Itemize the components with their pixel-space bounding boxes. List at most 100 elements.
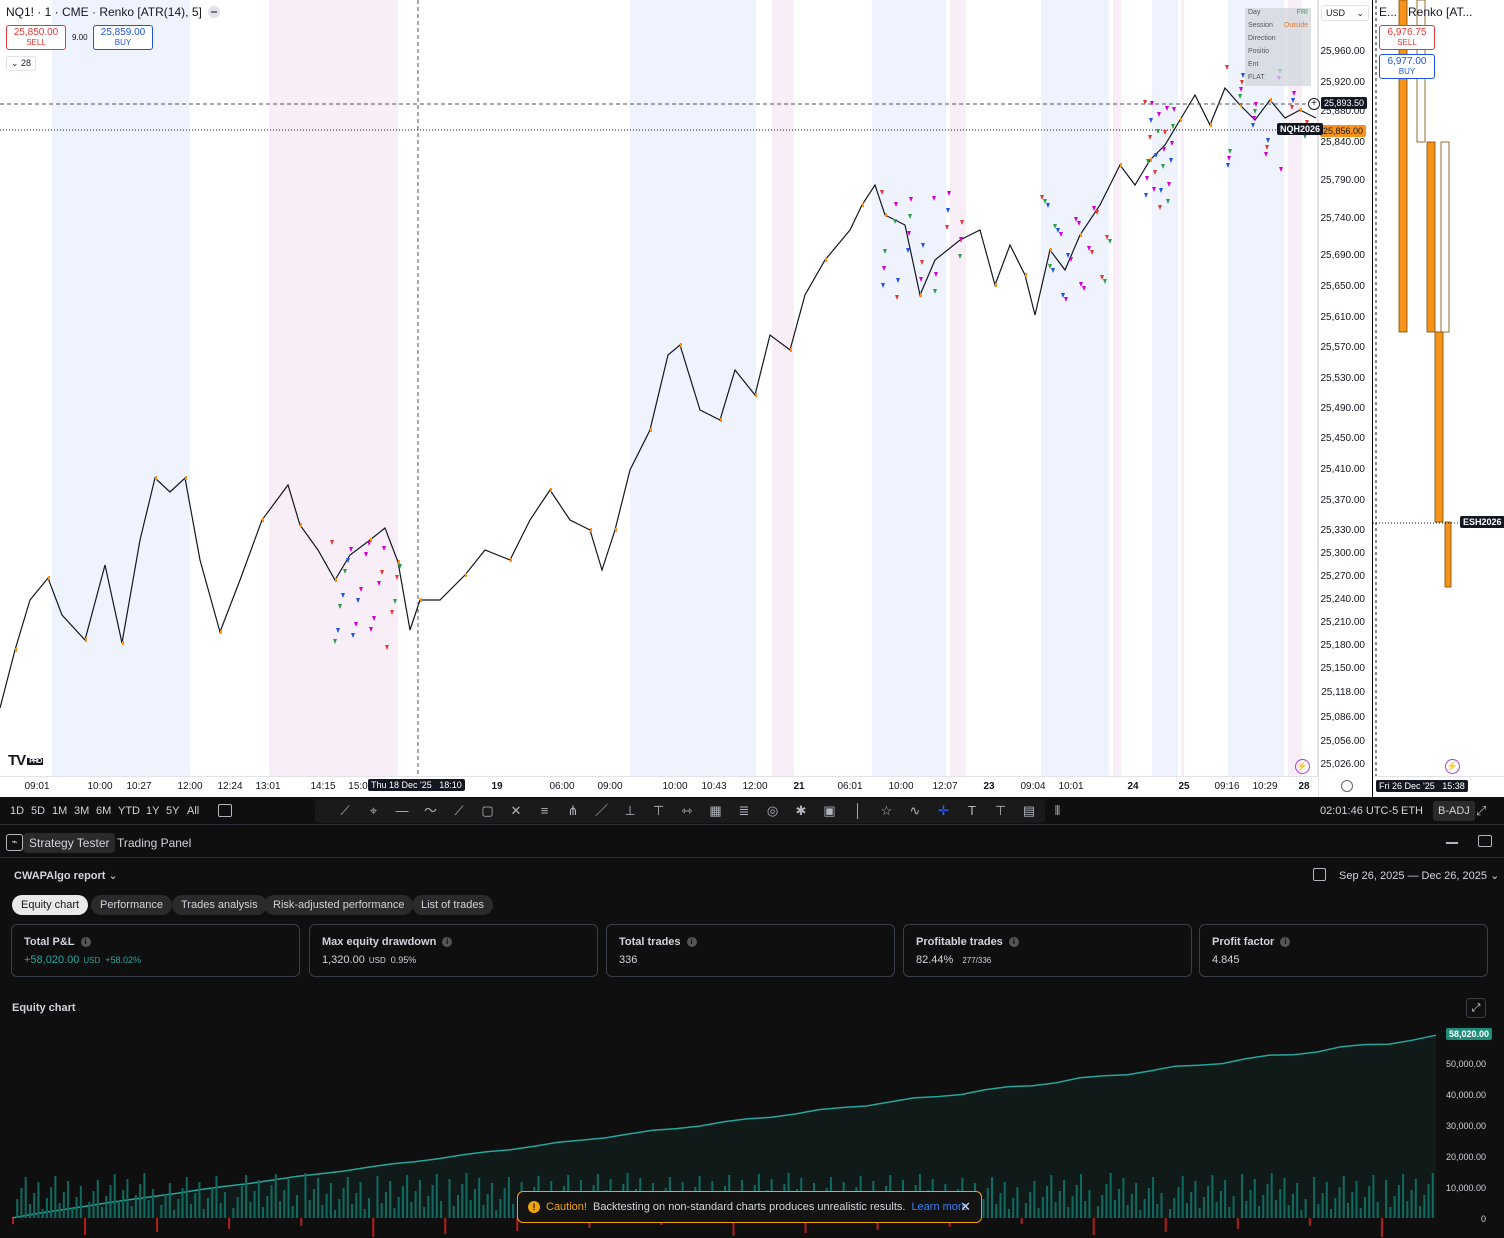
date-range-select[interactable]: Sep 26, 2025 — Dec 26, 2025 ⌄ [1339, 869, 1499, 882]
learn-more-link[interactable]: Learn more [911, 1201, 968, 1213]
text-icon[interactable]: T [968, 803, 976, 818]
time-label: 09:16 [1214, 781, 1240, 792]
circle-icon[interactable]: ◎ [766, 803, 779, 818]
symbol-title[interactable]: NQ1! · 1 · CME · Renko [ATR(14), 5] [6, 5, 202, 19]
subtab-performance[interactable]: Performance [91, 895, 172, 915]
brush-icon[interactable]: ⟋ [454, 803, 464, 818]
idea-icon[interactable]: ✱ [795, 803, 807, 818]
cursor-icon[interactable]: │ [853, 803, 863, 818]
es-buy-button[interactable]: 6,977.00 BUY [1379, 54, 1435, 79]
indicator-count-badge[interactable]: ⌄ 28 [6, 56, 37, 71]
trade-marker [372, 616, 376, 621]
buy-button[interactable]: 25,859.00 BUY [93, 25, 153, 50]
settings-icon[interactable] [1341, 780, 1353, 792]
short-position-icon[interactable]: ⊤ [652, 803, 665, 818]
indicators-icon[interactable]: ⫴ [1054, 803, 1061, 818]
crosshair-icon[interactable]: ✛ [938, 803, 949, 818]
range-button-all[interactable]: All [187, 805, 200, 817]
range-button-6m[interactable]: 6M [96, 805, 112, 817]
trade-bar-win [1185, 1203, 1188, 1218]
es-side-chart[interactable]: E... Renko [AT... 6,976.75 SELL 6,977.00… [1372, 0, 1504, 797]
long-position-icon[interactable]: ⊥ [624, 803, 636, 818]
sell-button[interactable]: 25,850.00 SELL [6, 25, 66, 50]
trade-bar-win [1033, 1181, 1036, 1218]
main-renko-chart[interactable]: NQ1! · 1 · CME · Renko [ATR(14), 5] 25,8… [0, 0, 1318, 776]
chevron-down-icon: ⌄ [108, 870, 118, 882]
clock[interactable]: 02:01:46 UTC-5 [1320, 805, 1399, 817]
strategy-tester-icon[interactable]: ⌁ [6, 834, 23, 851]
es-title[interactable]: Renko [AT... [1408, 5, 1473, 19]
metric-title: Max equity drawdown i [322, 936, 453, 948]
info-icon[interactable]: i [442, 937, 453, 947]
measure-icon[interactable]: ⇿ [681, 803, 693, 818]
expand-icon[interactable]: ⤢ [1476, 803, 1487, 818]
note-icon[interactable]: ⊤ [994, 803, 1007, 818]
subtab-trades-analysis[interactable]: Trades analysis [172, 895, 267, 915]
range-button-5y[interactable]: 5Y [166, 805, 180, 817]
calendar-icon[interactable] [218, 804, 232, 817]
trade-bar-win [20, 1188, 23, 1218]
trade-bar-win [1113, 1200, 1116, 1218]
renko-price-svg[interactable] [0, 0, 1318, 776]
close-icon[interactable]: ✕ [960, 1199, 971, 1214]
tab-trading-panel[interactable]: Trading Panel [117, 836, 192, 850]
trade-bar-win [418, 1180, 421, 1218]
table-icon[interactable]: ▤ [1022, 803, 1036, 818]
add-alert-icon[interactable]: + [1308, 98, 1320, 110]
info-icon[interactable]: i [686, 937, 697, 947]
back-adjust-toggle[interactable]: B-ADJ [1433, 801, 1475, 821]
grid-icon[interactable]: ▦ [709, 803, 722, 818]
price-axis[interactable]: USD ⌄ 25,960.00 25,920.00 25,880.00 25,840.0… [1277, 0, 1371, 797]
trade-bar-win [503, 1188, 506, 1218]
trade-bar-win [359, 1182, 362, 1218]
minimize-icon[interactable] [1446, 842, 1458, 844]
chart-pane[interactable]: NQ1! · 1 · CME · Renko [ATR(14), 5] 25,8… [0, 0, 1504, 797]
curve-icon[interactable]: ∿ [909, 803, 921, 818]
fib-icon[interactable]: ✕ [510, 803, 522, 818]
trade-marker [346, 558, 350, 563]
range-button-3m[interactable]: 3M [74, 805, 90, 817]
range-button-1m[interactable]: 1M [52, 805, 68, 817]
trend-line-icon[interactable]: ⟋ [340, 803, 350, 818]
channel-icon[interactable]: ≡ [540, 803, 549, 818]
trade-bar-win [1046, 1186, 1049, 1218]
trade-bar-win [1177, 1187, 1180, 1218]
es-renko-svg[interactable] [1373, 0, 1504, 776]
pitchfork-icon[interactable]: ⋔ [567, 803, 579, 818]
ray-icon[interactable]: ／ [594, 803, 608, 818]
lightning-icon[interactable]: ⚡ [1445, 759, 1460, 774]
range-button-1d[interactable]: 1D [10, 805, 25, 817]
range-button-5d[interactable]: 5D [31, 805, 46, 817]
pin-icon[interactable]: ⌖ [369, 803, 378, 818]
info-icon[interactable]: i [80, 937, 91, 947]
image-icon[interactable]: ▣ [823, 803, 836, 818]
collapse-icon[interactable] [207, 6, 220, 18]
rectangle-icon[interactable]: ▢ [481, 803, 494, 818]
trade-bar-win [101, 1207, 103, 1218]
fullscreen-icon[interactable]: ⤢ [1466, 998, 1486, 1018]
range-button-ytd[interactable]: YTD [118, 805, 140, 817]
es-sell-button[interactable]: 6,976.75 SELL [1379, 25, 1435, 50]
tab-strategy-tester[interactable]: Strategy Tester [23, 833, 116, 853]
parallel-icon[interactable]: ≣ [738, 803, 750, 818]
maximize-icon[interactable] [1478, 835, 1492, 847]
metric-extra: 0.95% [390, 955, 417, 965]
path-icon[interactable]: 〜 [423, 803, 437, 818]
tradingview-logo[interactable]: TV PRO [8, 752, 44, 769]
horizontal-line-icon[interactable]: — [395, 803, 409, 818]
session-toggle[interactable]: ETH [1401, 805, 1423, 817]
subtab-risk-adjusted-performance[interactable]: Risk-adjusted performance [264, 895, 414, 915]
info-icon[interactable]: i [1008, 937, 1019, 947]
report-select[interactable]: CWAPAlgo report ⌄ [14, 869, 118, 882]
range-button-1y[interactable]: 1Y [146, 805, 160, 817]
calendar-icon[interactable] [1313, 868, 1326, 881]
lightning-icon[interactable]: ⚡ [1295, 759, 1310, 774]
currency-select[interactable]: USD ⌄ [1321, 5, 1369, 21]
bottom-toolbar: 1D 5D 1M 3M 6M YTD 1Y 5Y All ⟋ ⌖ — 〜 ⟋ ▢ ✕ ≡ ⋔ ／ ⊥ ⊤ ⇿ ▦ ≣ ◎ ✱ ▣ │… [0, 797, 1504, 825]
es-symbol[interactable]: E... [1379, 5, 1398, 19]
subtab-equity-chart[interactable]: Equity chart [12, 895, 89, 915]
info-icon[interactable]: i [1280, 937, 1291, 947]
subtab-list-of-trades[interactable]: List of trades [412, 895, 493, 915]
star-icon[interactable]: ☆ [880, 803, 893, 818]
time-axis[interactable]: 09:01 10:00 10:27 12:00 12:24 13:01 14:15 15:0 1… [0, 776, 1318, 797]
